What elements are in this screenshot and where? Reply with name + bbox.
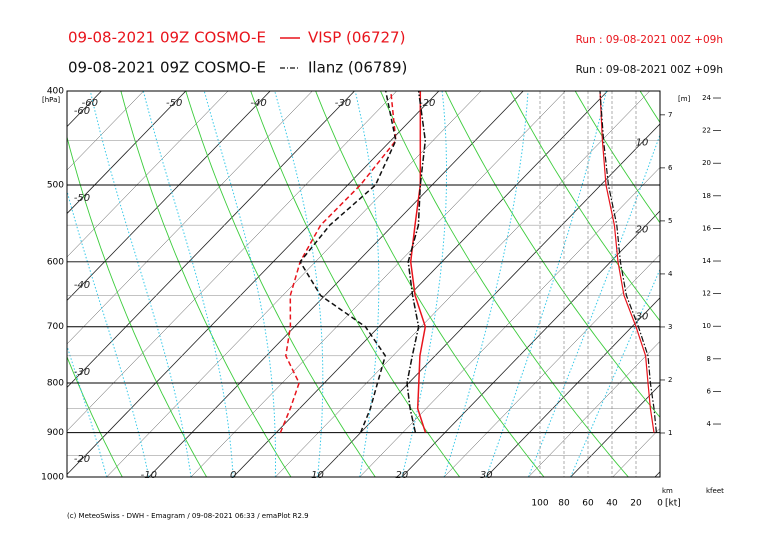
legend-entry: VISP (06727) [308,29,405,47]
isotherm [232,91,608,477]
isotherm-label: -20 [419,98,435,109]
feet-tick-label: 6 [707,387,712,395]
isotherm-label: 20 [636,224,649,235]
y-tick-label: 900 [47,428,64,438]
isotherm-label: -50 [166,98,182,109]
height-tick-label: 5 [668,217,672,225]
wind-speed-line [599,90,657,433]
feet-tick-label: 14 [702,257,711,265]
wind-tick-label: 80 [558,499,570,509]
isotherm [67,91,187,215]
isotherm-label: 10 [636,137,649,148]
y-tick-label: 800 [47,378,64,388]
isotherm-label: 30 [636,311,649,322]
wind-tick-label: 60 [582,499,594,509]
isotherm-label: -30 [335,98,351,109]
isotherm [67,91,229,258]
isotherm [443,254,660,477]
isotherm-label: -50 [74,193,90,204]
temperature-line [406,90,427,433]
feet-tick-label: 22 [702,127,711,135]
legend-entry: Ilanz (06789) [308,59,407,77]
y-tick-label: 700 [47,322,64,332]
feet-tick-label: 12 [702,290,711,298]
isotherm-label: -40 [250,98,266,109]
isotherm-label: -30 [74,367,90,378]
isotherm [275,91,650,477]
isotherm [67,91,355,389]
isotherm-label: -40 [74,280,90,291]
height-tick-label: 4 [668,270,673,278]
wind-axis-label: [kt] [665,499,681,509]
plot-frame [66,90,661,478]
height-tick-label: 3 [668,323,672,331]
height-tick-label: 1 [668,429,672,437]
isotherm-label: -10 [141,470,157,481]
height-tick-label: 2 [668,376,672,384]
isotherm [317,123,660,477]
isotherm-label: 20 [396,470,409,481]
isotherm [67,91,144,171]
temperature-line [409,91,427,433]
y-tick-label: 500 [47,181,64,191]
y-axis-label: [hPa] [42,96,60,104]
isotherm [485,297,660,477]
isotherm [570,384,660,477]
wind-tick-label: 20 [630,499,642,509]
height-unit-label: [m] [678,95,691,103]
height-tick-label: 7 [668,111,672,119]
isotherm [190,91,566,477]
dewpoint-line [299,90,397,433]
isotherm [67,91,397,432]
isotherm-label: -60 [74,106,90,117]
model-label: 09-08-2021 09Z COSMO-E [68,29,266,47]
run-label: Run : 09-08-2021 00Z +09h [576,34,723,46]
feet-tick-label: 4 [707,420,712,428]
isotherm [401,210,660,477]
wind-tick-label: 40 [606,499,618,509]
run-label: Run : 09-08-2021 00Z +09h [576,64,723,76]
height-tick-label: 6 [668,164,673,172]
wind-tick-label: 100 [531,499,548,509]
y-tick-label: 1000 [41,473,64,483]
model-label: 09-08-2021 09Z COSMO-E [68,59,266,77]
isotherm [67,91,313,345]
y-tick-label: 600 [47,257,64,267]
y-tick-label: 400 [47,87,64,97]
isotherm [528,341,660,477]
wind-speed-line [599,90,655,433]
dewpoint-line [279,90,397,433]
footer: (c) MeteoSwiss - DWH - Emagram / 09-08-2… [67,512,309,520]
feet-tick-label: 18 [702,192,711,200]
isotherm [67,91,440,475]
isotherm-label: -20 [74,454,90,465]
feet-tick-label: 8 [707,355,711,363]
isotherm-label: -60 [82,98,98,109]
feet-axis-label: kfeet [706,487,724,495]
feet-tick-label: 24 [702,94,711,102]
feet-tick-label: 16 [702,224,711,232]
isotherm-label: 10 [311,470,324,481]
isotherm-label: 30 [480,470,493,481]
height-axis-label: km [662,487,673,495]
wind-tick-label: 0 [657,499,663,509]
isotherm [359,167,660,477]
feet-tick-label: 20 [702,159,711,167]
isotherm-label: 0 [230,470,236,481]
feet-tick-label: 10 [702,322,711,330]
